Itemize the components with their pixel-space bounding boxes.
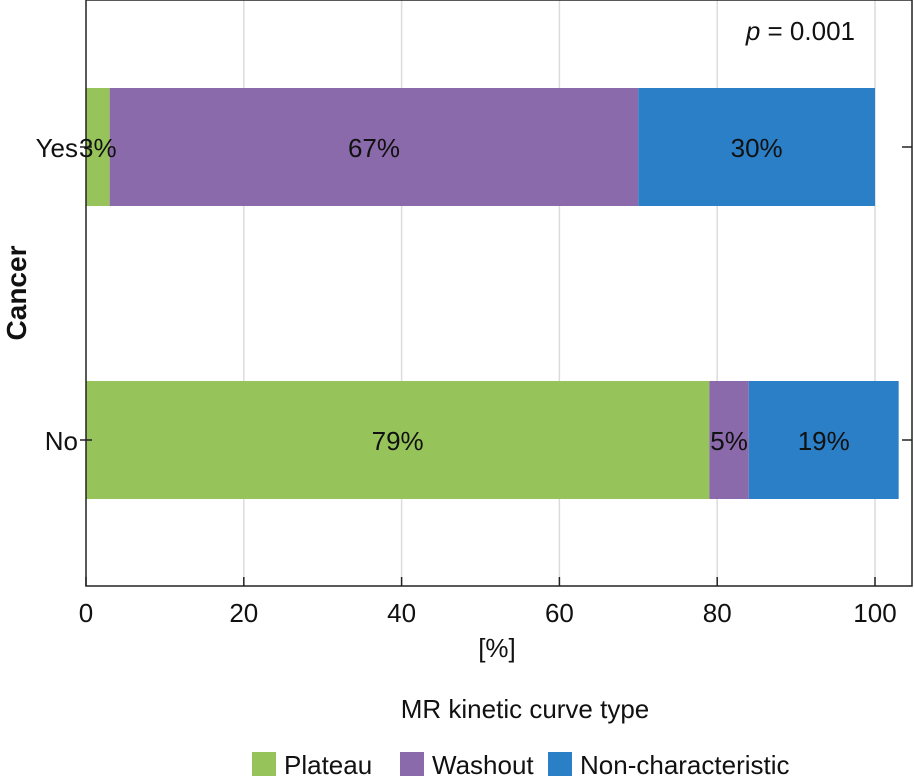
p-value-text: = 0.001 xyxy=(760,16,855,46)
legend-swatch-washout xyxy=(400,752,424,776)
bar-label-yes-non-characteristic: 30% xyxy=(731,133,783,163)
legend-swatch-plateau xyxy=(252,752,276,776)
bar-label-no-plateau: 79% xyxy=(372,426,424,456)
p-symbol: p xyxy=(745,16,760,46)
bar-no-washout xyxy=(709,381,749,499)
bar-label-no-non-characteristic: 19% xyxy=(798,426,850,456)
plot-frame xyxy=(85,0,913,587)
bars-group xyxy=(86,88,899,499)
y-tick-label-yes: Yes xyxy=(36,133,78,163)
bar-label-no-washout: 5% xyxy=(710,426,748,456)
y-tick-label-no: No xyxy=(45,426,78,456)
x-tick-label-80: 80 xyxy=(703,598,732,628)
legend-label-non-characteristic: Non-characteristic xyxy=(580,750,790,776)
y-axis-title: Cancer xyxy=(1,245,32,340)
x-tick-label-0: 0 xyxy=(79,598,93,628)
legend-title: MR kinetic curve type xyxy=(401,694,650,724)
labels-group: 0 20 40 60 80 100 Yes No 3% 67% 30% 79% 5% 19% xyxy=(36,133,897,628)
legend-label-plateau: Plateau xyxy=(284,750,372,776)
bar-yes-non-characteristic xyxy=(638,88,875,206)
legend: Plateau Washout Non-characteristic xyxy=(252,750,790,776)
x-tick-label-40: 40 xyxy=(387,598,416,628)
legend-swatch-non-characteristic xyxy=(548,752,572,776)
x-tick-label-100: 100 xyxy=(853,598,896,628)
bar-yes-plateau xyxy=(86,88,110,206)
bar-no-plateau xyxy=(86,381,710,499)
x-tick-label-20: 20 xyxy=(229,598,258,628)
bar-yes-washout xyxy=(109,88,639,206)
bar-no-non-characteristic xyxy=(748,381,899,499)
p-value-annotation: p = 0.001 xyxy=(745,16,855,46)
legend-label-washout: Washout xyxy=(432,750,534,776)
bar-label-yes-washout: 67% xyxy=(348,133,400,163)
x-tick-label-60: 60 xyxy=(545,598,574,628)
ticks-group xyxy=(80,146,912,586)
bar-label-yes-plateau: 3% xyxy=(79,133,117,163)
x-axis-title: [%] xyxy=(478,633,516,663)
